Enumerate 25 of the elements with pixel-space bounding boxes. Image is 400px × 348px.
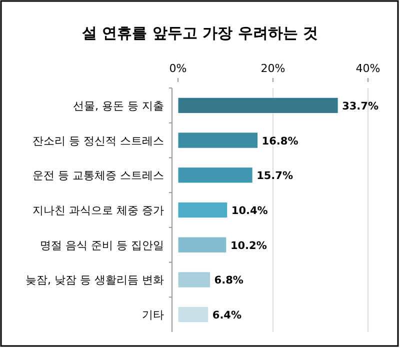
bar: [178, 236, 227, 253]
data-label: 10.4%: [231, 205, 268, 217]
bar: [178, 132, 258, 148]
bar: [178, 306, 209, 323]
data-label: 6.4%: [212, 310, 242, 322]
x-tick-label: 0%: [169, 62, 187, 75]
data-label: 6.8%: [214, 274, 244, 287]
bar: [178, 167, 253, 184]
x-tick-label: 40%: [356, 62, 380, 75]
chart-title: 설 연휴를 앞두고 가장 우려하는 것: [82, 24, 318, 42]
data-label: 33.7%: [342, 100, 379, 112]
y-tick-label: 선물, 용돈 등 지출: [73, 99, 164, 112]
bar: [178, 97, 338, 114]
bar: [178, 202, 228, 218]
y-tick-label: 명절 음식 준비 등 집안일: [40, 238, 164, 252]
data-label: 16.8%: [262, 135, 299, 148]
y-tick-label: 기타: [142, 308, 164, 322]
y-tick-label: 운전 등 교통체증 스트레스: [32, 169, 164, 182]
data-label: 15.7%: [256, 170, 294, 182]
x-tick-label: 20%: [260, 62, 286, 75]
y-tick-label: 잔소리 등 정신적 스트레스: [32, 134, 164, 148]
bar: [178, 272, 211, 288]
data-label: 10.2%: [230, 240, 268, 252]
y-tick-label: 늦잠, 낮잠 등 생활리듬 변화: [26, 274, 164, 287]
y-tick-label: 지나친 과식으로 체중 증가: [32, 204, 164, 217]
